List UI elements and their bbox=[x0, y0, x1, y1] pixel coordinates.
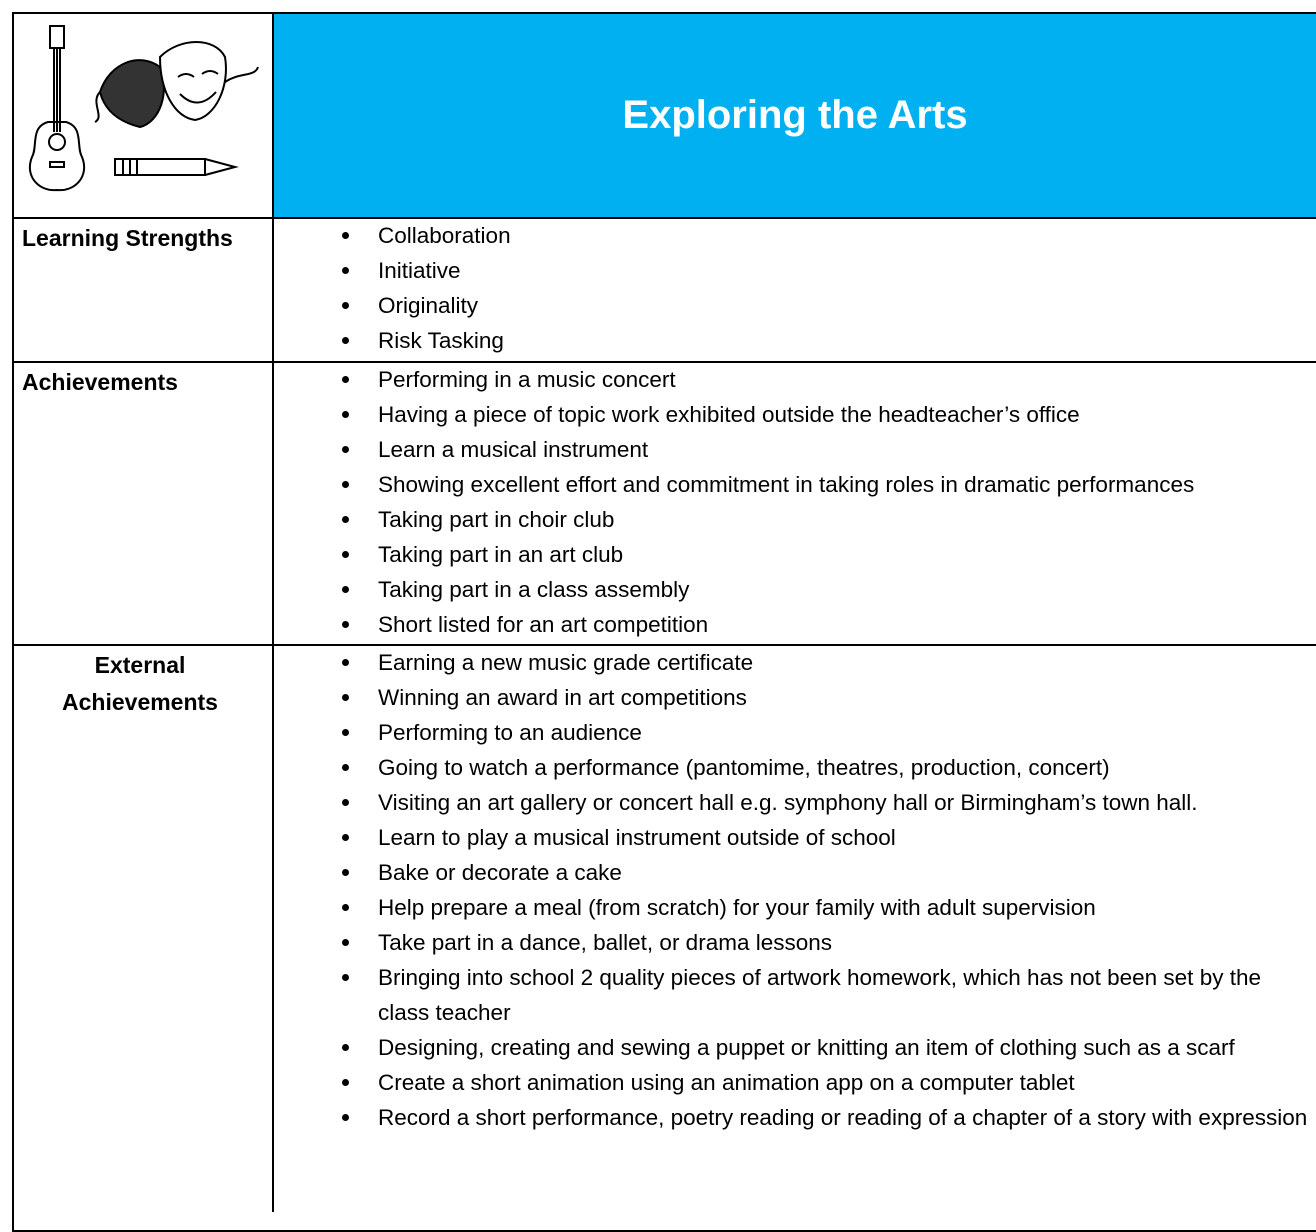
row-divider bbox=[12, 644, 1316, 646]
list-item: Initiative bbox=[342, 253, 1316, 288]
list-item: Short listed for an art competition bbox=[342, 607, 1316, 642]
list-item: Bake or decorate a cake bbox=[342, 855, 1316, 890]
bullet-list: Performing in a music concert Having a pi… bbox=[342, 362, 1316, 642]
row-divider bbox=[12, 217, 1316, 219]
bullet-list: Collaboration Initiative Originality Risk T… bbox=[342, 218, 1316, 358]
list-item: Originality bbox=[342, 288, 1316, 323]
list-item: Taking part in a class assembly bbox=[342, 572, 1316, 607]
list-item: Going to watch a performance (pantomime,… bbox=[342, 750, 1316, 785]
list-item: Earning a new music grade certificate bbox=[342, 645, 1316, 680]
row-label: Learning Strengths bbox=[22, 225, 233, 251]
title: Exploring the Arts bbox=[622, 93, 968, 137]
list-item: Visiting an art gallery or concert hall … bbox=[342, 785, 1316, 820]
row-label: Achievements bbox=[22, 369, 178, 395]
list-item: Taking part in an art club bbox=[342, 537, 1316, 572]
list-item: Risk Tasking bbox=[342, 323, 1316, 358]
bullet-list: Earning a new music grade certificate Win… bbox=[342, 645, 1316, 1135]
arts-icons bbox=[29, 25, 259, 192]
list-item: Take part in a dance, ballet, or drama l… bbox=[342, 925, 1316, 960]
list-item: Having a piece of topic work exhibited o… bbox=[342, 397, 1316, 432]
list-item: Record a short performance, poetry readi… bbox=[342, 1100, 1316, 1135]
row-divider bbox=[12, 361, 1316, 363]
list-item: Collaboration bbox=[342, 218, 1316, 253]
list-item: Bringing into school 2 quality pieces of… bbox=[342, 960, 1316, 1030]
title-background bbox=[274, 14, 1316, 217]
list-item: Help prepare a meal (from scratch) for y… bbox=[342, 890, 1316, 925]
page: {"header": {"title": "Exploring the Arts… bbox=[12, 12, 1316, 1232]
list-item: Showing excellent effort and commitment … bbox=[342, 467, 1316, 502]
list-item: Designing, creating and sewing a puppet … bbox=[342, 1030, 1316, 1065]
column-divider bbox=[272, 12, 274, 1212]
list-item: Performing to an audience bbox=[342, 715, 1316, 750]
list-item: Learn a musical instrument bbox=[342, 432, 1316, 467]
list-item: Create a short animation using an animat… bbox=[342, 1065, 1316, 1100]
list-item: Taking part in choir club bbox=[342, 502, 1316, 537]
list-item: Performing in a music concert bbox=[342, 362, 1316, 397]
row-label: External Achievements bbox=[62, 652, 218, 715]
list-item: Winning an award in art competitions bbox=[342, 680, 1316, 715]
list-item: Learn to play a musical instrument outsi… bbox=[342, 820, 1316, 855]
